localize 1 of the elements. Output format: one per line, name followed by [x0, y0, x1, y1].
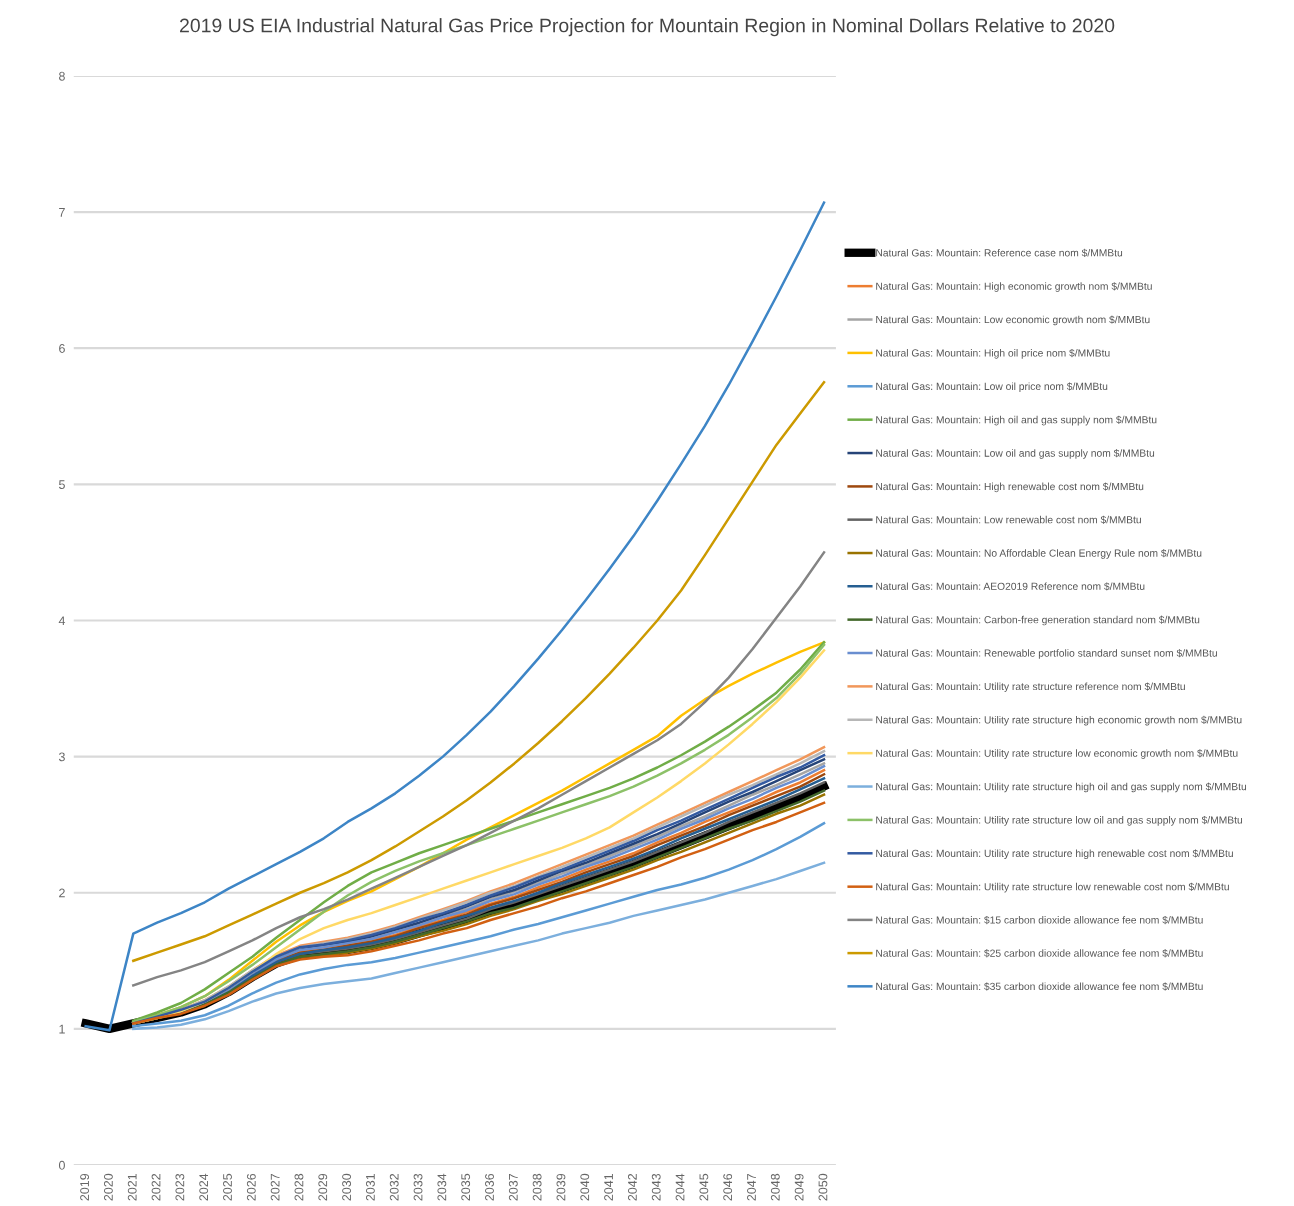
chart-title: 2019 US EIA Industrial Natural Gas Price Projection for Mountain Region in Nominal Dollars Relative to 2020 — [180, 18, 1115, 37]
